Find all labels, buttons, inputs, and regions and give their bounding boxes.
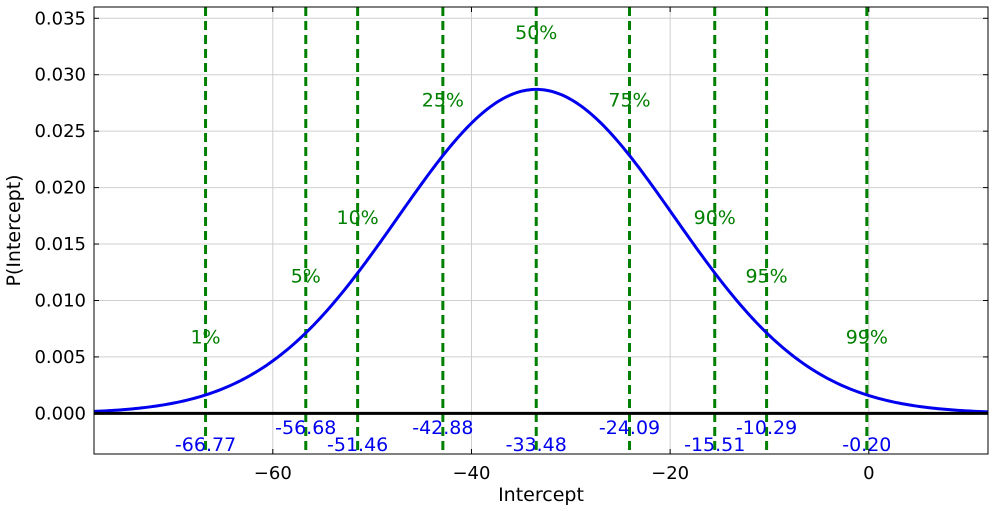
x-axis-title: Intercept: [498, 484, 584, 506]
percentile-label: 95%: [745, 266, 787, 288]
percentile-value-label: -10.29: [736, 417, 797, 439]
y-tick-label: 0.000: [34, 403, 86, 424]
percentile-label: 25%: [422, 90, 464, 112]
percentile-label: 99%: [846, 327, 888, 349]
x-tick-label: −60: [254, 463, 292, 484]
percentile-value-label: -24.09: [599, 417, 660, 439]
y-tick-label: 0.030: [34, 65, 86, 86]
x-tick-label: 0: [863, 463, 874, 484]
x-tick-label: −40: [452, 463, 490, 484]
y-tick-label: 0.025: [34, 121, 86, 142]
y-tick-label: 0.035: [34, 8, 86, 29]
percentile-value-label: -66.77: [175, 434, 236, 456]
percentile-value-label: -0.20: [842, 434, 891, 456]
percentile-labels: 1% 5% 10% 25% 50% 75% 90% 95% 99%: [190, 22, 887, 349]
percentile-label: 1%: [190, 327, 220, 349]
grid: [94, 7, 988, 454]
percentile-value-label: -15.51: [684, 434, 745, 456]
percentile-lines: [204, 7, 869, 454]
x-axis-ticks: −60 −40 −20 0: [254, 7, 875, 484]
percentile-label: 90%: [694, 207, 736, 229]
density-curve: [93, 87, 989, 414]
y-tick-label: 0.020: [34, 178, 86, 199]
y-axis-ticks: 0.000 0.005 0.010 0.015 0.020 0.025 0.030 0.035: [34, 8, 988, 424]
curve-layer: [93, 87, 989, 414]
percentile-label: 10%: [337, 207, 379, 229]
percentile-label: 75%: [608, 90, 650, 112]
percentile-label: 5%: [291, 266, 321, 288]
value-labels: -66.77 -56.68-51.46 -42.88 -33.48 -24.09 -15.…: [175, 417, 891, 456]
y-tick-label: 0.005: [34, 347, 86, 368]
percentile-value-label: -51.46: [327, 434, 388, 456]
percentile-value-label: -42.88: [412, 417, 473, 439]
percentile-value-label: -56.68: [275, 417, 336, 439]
y-tick-label: 0.015: [34, 234, 86, 255]
x-tick-label: −20: [651, 463, 689, 484]
y-tick-label: 0.010: [34, 290, 86, 311]
y-axis-title: P(Intercept): [3, 174, 25, 286]
plot-frame: [93, 6, 989, 455]
percentile-value-label: -33.48: [506, 434, 567, 456]
percentile-label: 50%: [515, 22, 557, 44]
